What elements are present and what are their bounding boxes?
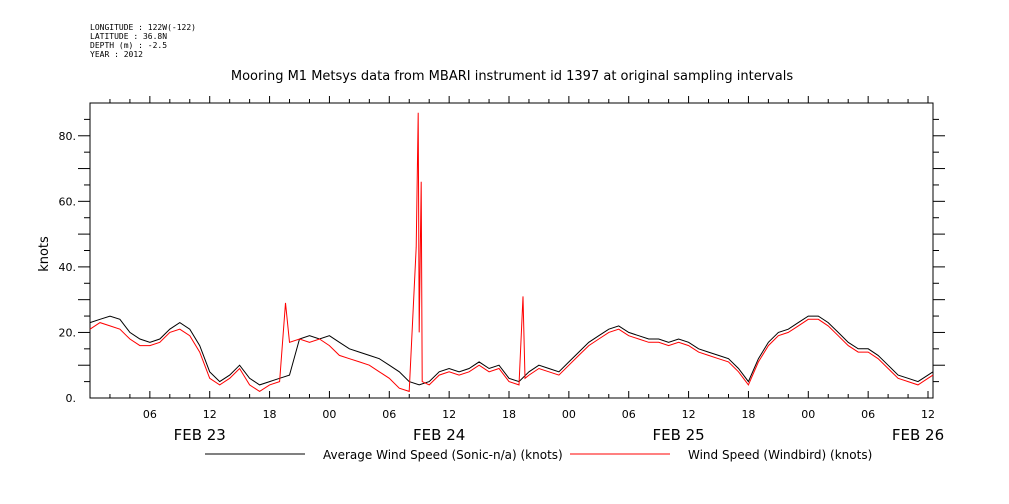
legend-label-average: Average Wind Speed (Sonic-n/a) (knots) [323,448,563,462]
longitude-text: LONGITUDE : 122W(-122) [90,23,196,32]
plot-frame [89,102,934,399]
x-tick-label: 18 [263,408,277,421]
x-tick-label: 06 [382,408,396,421]
x-tick-label: 12 [682,408,696,421]
latitude-text: LATITUDE : 36.8N [90,32,168,41]
x-tick-label: 18 [502,408,516,421]
day-label: FEB 26 [892,426,944,444]
x-tick-label: 06 [143,408,157,421]
x-tick-label: 18 [741,408,755,421]
series-line-average-wind-speed [89,315,934,386]
x-tick-label: 12 [203,408,217,421]
y-tick-label: 60. [59,195,77,208]
legend: Average Wind Speed (Sonic-n/a) (knots) W… [205,448,872,462]
data-series [89,112,934,393]
chart-title: Mooring M1 Metsys data from MBARI instru… [231,69,793,84]
x-tick-label: 00 [322,408,336,421]
x-tick-label: 00 [562,408,576,421]
x-tick-label: 00 [801,408,815,421]
y-tick-label: 20. [59,326,77,339]
series-line-windbird-wind-speed [89,112,934,393]
year-text: YEAR : 2012 [90,50,143,59]
y-tick-label: 40. [59,261,77,274]
axis-ticks: 06 12 18 00 06 12 18 00 06 12 18 00 06 12 FEB 23 FEB 24… [59,96,945,444]
x-tick-label: 12 [442,408,456,421]
x-tick-label: 06 [622,408,636,421]
y-tick-label: 0. [66,392,77,405]
y-axis-label: knots [37,236,52,272]
y-tick-label: 80. [59,130,77,143]
day-label: FEB 25 [652,426,704,444]
x-tick-label: 06 [861,408,875,421]
depth-text: DEPTH (m) : -2.5 [90,41,168,50]
day-label: FEB 23 [174,426,226,444]
x-tick-label: 12 [921,408,935,421]
day-label: FEB 24 [413,426,465,444]
legend-label-windbird: Wind Speed (Windbird) (knots) [688,448,872,462]
